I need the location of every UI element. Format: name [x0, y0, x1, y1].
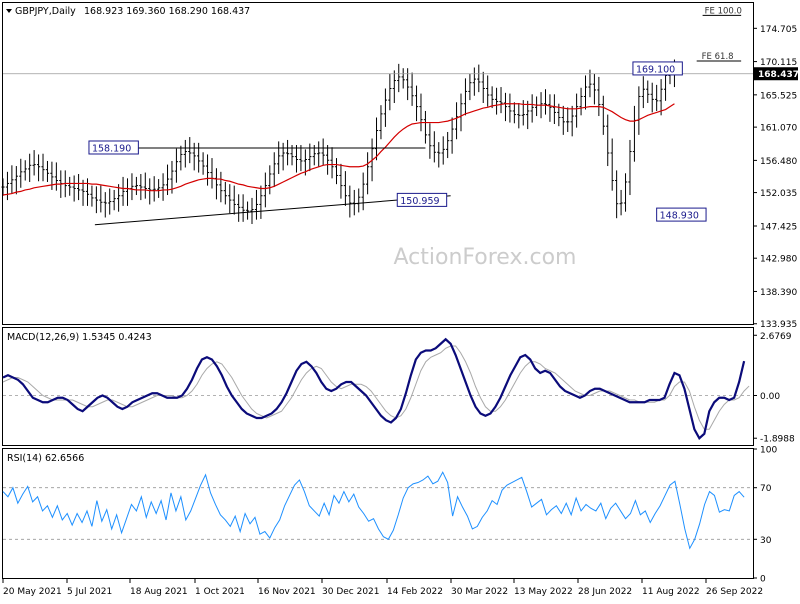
x-tick-label: 30 Dec 2021	[322, 587, 380, 597]
price-tick-label: 156.480	[760, 157, 797, 167]
x-tick-label: 16 Nov 2021	[258, 587, 316, 597]
x-tick-label: 20 May 2021	[3, 587, 62, 597]
x-tick-label: 14 Feb 2022	[387, 587, 443, 597]
price-annotations: 158.190 150.959 169.100 148.930 FE 100.0 FE 6…	[88, 6, 742, 222]
x-tick-label: 28 Jun 2022	[578, 587, 632, 597]
price-tick-label: 152.035	[760, 189, 797, 199]
price-y-axis: 133.935 138.390 142.980 147.425 152.035 156.4…	[753, 25, 799, 330]
rsi-tick-label: 100	[760, 446, 777, 456]
price-tick-label: 138.390	[760, 288, 797, 298]
x-tick-label: 1 Oct 2021	[195, 587, 245, 597]
price-tick-label: 170.115	[760, 58, 797, 68]
price-ma	[2, 103, 675, 196]
moving-average-line	[2, 103, 675, 196]
price-header: GBPJPY,Daily 168.923 169.360 168.290 168…	[6, 6, 250, 17]
macd-tick-label: 0.00	[760, 392, 780, 402]
fe-level-label: FE 100.0	[705, 6, 742, 16]
macd-header: MACD(12,26,9) 1.5345 0.4243	[7, 332, 152, 343]
x-tick-label: 13 May 2022	[514, 587, 573, 597]
current-price-tag	[754, 67, 798, 81]
macd-plot	[2, 337, 753, 440]
triangle-lower-line	[94, 195, 451, 226]
rsi-line	[2, 471, 745, 550]
rsi-y-axis: 100 70 30 0	[753, 446, 777, 585]
price-tick-label: 142.980	[760, 255, 797, 265]
price-annotation-box	[396, 192, 448, 207]
rsi-tick-label: 0	[760, 575, 766, 585]
x-axis: 20 May 2021 5 Jul 2021 18 Aug 2021 1 Oct 20…	[2, 578, 763, 597]
price-annotation-box	[88, 140, 139, 155]
watermark: ActionForex.com	[394, 245, 577, 270]
price-trendlines	[3, 14, 753, 226]
x-tick-label: 5 Jul 2021	[67, 587, 112, 597]
x-tick-label: 26 Sep 2022	[706, 587, 763, 597]
x-tick-label: 30 Mar 2022	[451, 587, 508, 597]
price-tick-label: 165.525	[760, 91, 797, 101]
x-tick-label: 11 Aug 2022	[642, 587, 700, 597]
price-annotation-box	[632, 61, 683, 76]
fe-level-label: FE 61.8	[702, 52, 734, 62]
symbol-label: GBPJPY,Daily	[15, 6, 76, 17]
current-price-label: 168.437	[758, 70, 799, 80]
macd-y-axis: 2.6769 0.00 -1.8988	[753, 332, 795, 445]
ohlc-values: 168.923 169.360 168.290 168.437	[84, 6, 250, 17]
rsi-tick-label: 30	[760, 536, 772, 546]
rsi-panel-frame	[2, 448, 754, 579]
price-tick-label: 161.070	[760, 124, 797, 134]
rsi-header: RSI(14) 62.6566	[7, 453, 84, 464]
rsi-tick-label: 70	[760, 484, 772, 494]
rsi-plot	[2, 471, 753, 550]
price-annotation-label: 150.959	[400, 196, 439, 207]
macd-tick-label: -1.8988	[760, 435, 795, 445]
price-annotation-box	[656, 207, 707, 222]
price-annotation-label: 169.100	[636, 64, 675, 75]
price-tick-label: 174.705	[760, 25, 797, 35]
x-tick-label: 18 Aug 2021	[130, 587, 188, 597]
collapse-triangle-icon[interactable]	[6, 9, 12, 13]
price-annotation-label: 158.190	[92, 143, 131, 154]
macd-panel-frame	[2, 327, 754, 446]
price-tick-label: 147.425	[760, 222, 797, 232]
price-annotation-label: 148.930	[660, 211, 699, 222]
price-panel-frame	[2, 2, 754, 325]
macd-tick-label: 2.6769	[760, 332, 792, 342]
price-tick-label: 133.935	[760, 320, 797, 330]
macd-main-line	[2, 337, 746, 440]
